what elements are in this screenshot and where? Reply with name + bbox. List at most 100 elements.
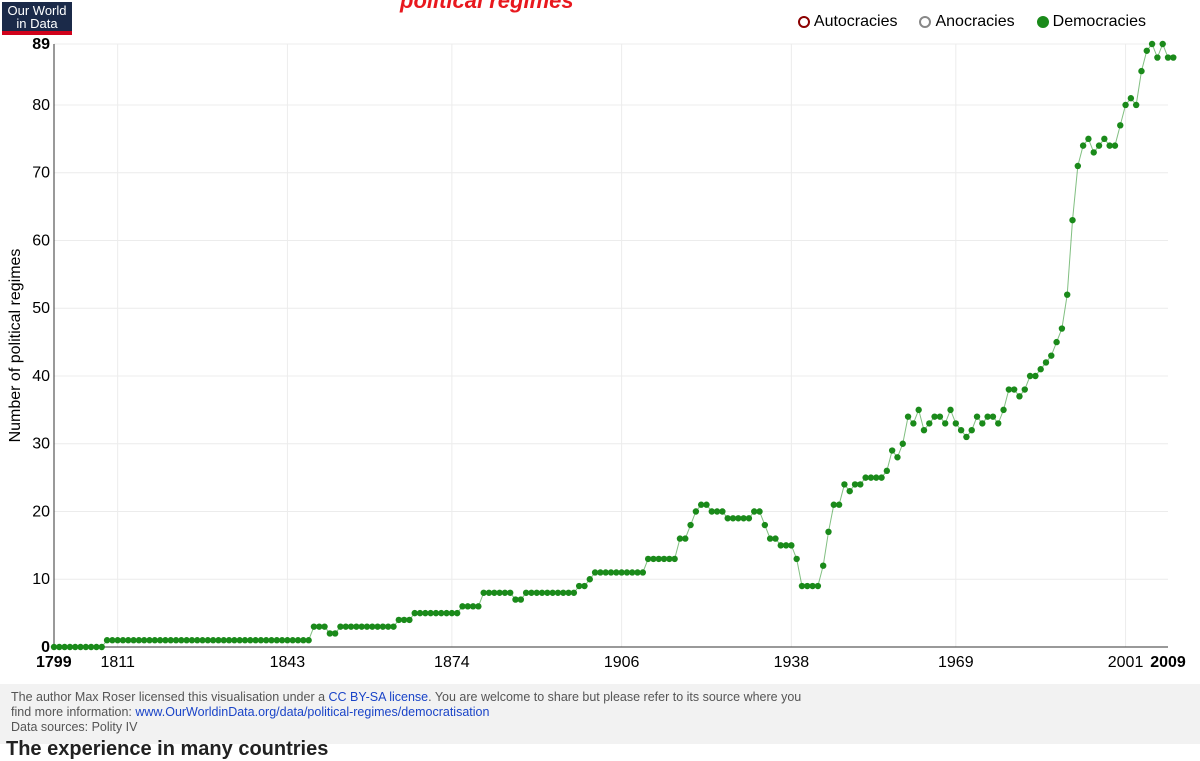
data-point [1032, 372, 1039, 380]
data-point [443, 609, 450, 617]
data-point [841, 481, 848, 488]
data-point [1069, 216, 1076, 224]
data-point [692, 508, 700, 515]
x-tick-label: 1906 [604, 654, 640, 671]
y-tick-label: 50 [32, 300, 50, 317]
data-point [825, 528, 832, 536]
data-point [416, 609, 424, 617]
data-point [342, 623, 349, 630]
data-point [979, 420, 986, 427]
data-point [432, 609, 440, 617]
data-point [204, 637, 212, 644]
data-point [310, 623, 318, 630]
data-point [395, 616, 403, 624]
y-tick-label: 80 [32, 97, 50, 114]
legend-swatch-icon [797, 16, 810, 28]
data-point [804, 582, 811, 590]
data-point [316, 623, 323, 630]
data-point [236, 637, 243, 644]
data-point [119, 637, 127, 644]
license-link[interactable]: CC BY-SA license [328, 690, 429, 704]
source-link[interactable]: www.OurWorldinData.org/data/political-re… [135, 705, 490, 719]
data-point [936, 413, 944, 420]
data-point [740, 515, 747, 522]
data-point [729, 515, 737, 522]
data-point [666, 555, 673, 563]
data-point [400, 616, 408, 624]
data-point [199, 637, 206, 644]
data-point [1042, 359, 1050, 366]
data-point [904, 413, 912, 420]
data-point [894, 454, 901, 461]
data-point [867, 474, 875, 481]
data-point [194, 637, 201, 644]
data-point [1085, 135, 1092, 143]
data-point [846, 487, 853, 495]
data-point [1000, 406, 1007, 414]
data-point [273, 637, 280, 644]
data-point [363, 623, 371, 630]
data-point [278, 637, 286, 644]
y-tick-label: 30 [32, 436, 50, 453]
data-point [613, 569, 620, 576]
data-point [1164, 54, 1172, 61]
x-tick-label: 1843 [270, 654, 306, 671]
data-point [618, 569, 625, 576]
data-point [66, 643, 74, 651]
y-tick-label: 0 [41, 639, 50, 656]
data-point [491, 589, 498, 596]
data-point [554, 589, 562, 596]
data-point [1053, 338, 1060, 346]
data-point [586, 576, 593, 583]
data-point [215, 637, 222, 644]
data-point [968, 426, 975, 434]
data-point [162, 637, 169, 644]
data-point [146, 637, 153, 644]
data-point [485, 589, 493, 596]
data-point [862, 474, 869, 481]
data-point [565, 589, 572, 596]
data-point [708, 508, 715, 515]
data-point [321, 623, 328, 630]
data-point [347, 623, 355, 630]
data-point [1127, 95, 1135, 102]
data-point [570, 589, 578, 596]
data-point [942, 420, 949, 427]
data-point [995, 420, 1002, 427]
data-point [851, 481, 859, 488]
legend-item-democracies[interactable]: Democracies [1036, 13, 1146, 31]
x-tick-label: 2009 [1150, 654, 1186, 671]
x-tick-label: 1938 [774, 654, 810, 671]
chart-legend: Autocracies Anocracies Democracies [797, 13, 1146, 31]
legend-swatch-icon [1036, 16, 1049, 28]
data-point [178, 637, 185, 644]
data-point [326, 630, 334, 637]
data-point [1122, 101, 1129, 109]
owid-logo[interactable]: Our World in Data [2, 2, 72, 35]
data-point [777, 542, 784, 549]
data-point [220, 637, 227, 644]
data-point [225, 637, 233, 644]
data-point [735, 515, 742, 522]
data-point [114, 637, 121, 644]
data-point [597, 569, 604, 576]
data-point [130, 637, 137, 644]
data-point [427, 609, 434, 617]
legend-item-autocracies[interactable]: Autocracies [797, 13, 897, 31]
data-point [655, 555, 662, 563]
data-point [660, 555, 668, 563]
data-point [687, 521, 694, 529]
data-point [745, 515, 753, 522]
data-point [61, 643, 68, 651]
legend-item-anocracies[interactable]: Anocracies [919, 13, 1015, 31]
data-point [1154, 54, 1161, 61]
data-sources: Data sources: Polity IV [11, 720, 138, 734]
more-info-line: find more information: www.OurWorldinDat… [11, 705, 801, 720]
data-point [873, 474, 880, 481]
data-point [56, 643, 63, 651]
data-point [634, 569, 641, 576]
data-point [1106, 142, 1113, 149]
data-point [883, 467, 891, 475]
data-point [1058, 325, 1066, 332]
data-point [1117, 122, 1124, 129]
